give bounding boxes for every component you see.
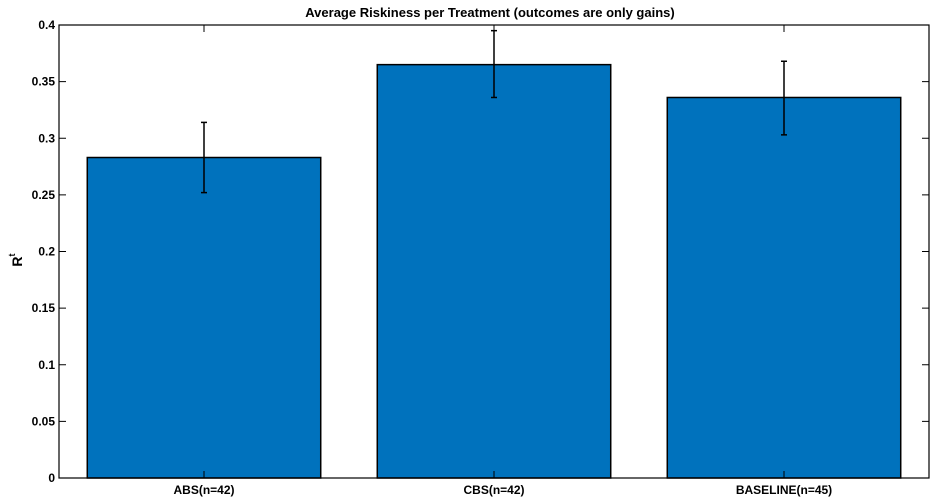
y-tick-label-4: 0.2 bbox=[38, 245, 55, 259]
y-tick-label-7: 0.35 bbox=[32, 75, 56, 89]
bar-2 bbox=[666, 96, 902, 479]
y-axis-label-sup: t bbox=[7, 253, 17, 256]
x-tick-label-0: ABS(n=42) bbox=[173, 483, 234, 497]
axes-frame bbox=[58, 24, 930, 479]
y-tick-label-3: 0.15 bbox=[32, 301, 56, 315]
y-tick-label-1: 0.05 bbox=[32, 414, 56, 428]
y-axis-label-main: R bbox=[9, 256, 25, 266]
y-tick-label-6: 0.3 bbox=[38, 131, 55, 145]
y-tick-label-8: 0.4 bbox=[38, 18, 55, 32]
y-tick-label-2: 0.1 bbox=[38, 358, 55, 372]
x-tick-label-2: BASELINE(n=45) bbox=[736, 483, 832, 497]
chart-title: Average Riskiness per Treatment (outcome… bbox=[305, 5, 674, 20]
y-axis-label: Rt bbox=[7, 253, 25, 266]
bar-1 bbox=[376, 63, 612, 479]
bar-0 bbox=[86, 156, 322, 479]
x-tick-label-1: CBS(n=42) bbox=[463, 483, 524, 497]
y-tick-label-0: 0 bbox=[48, 471, 55, 485]
plot-area: ABS(n=42) CBS(n=42) BASELINE(n=45) 0 0.05 0.1… bbox=[32, 18, 930, 497]
y-tick-label-5: 0.25 bbox=[32, 188, 56, 202]
